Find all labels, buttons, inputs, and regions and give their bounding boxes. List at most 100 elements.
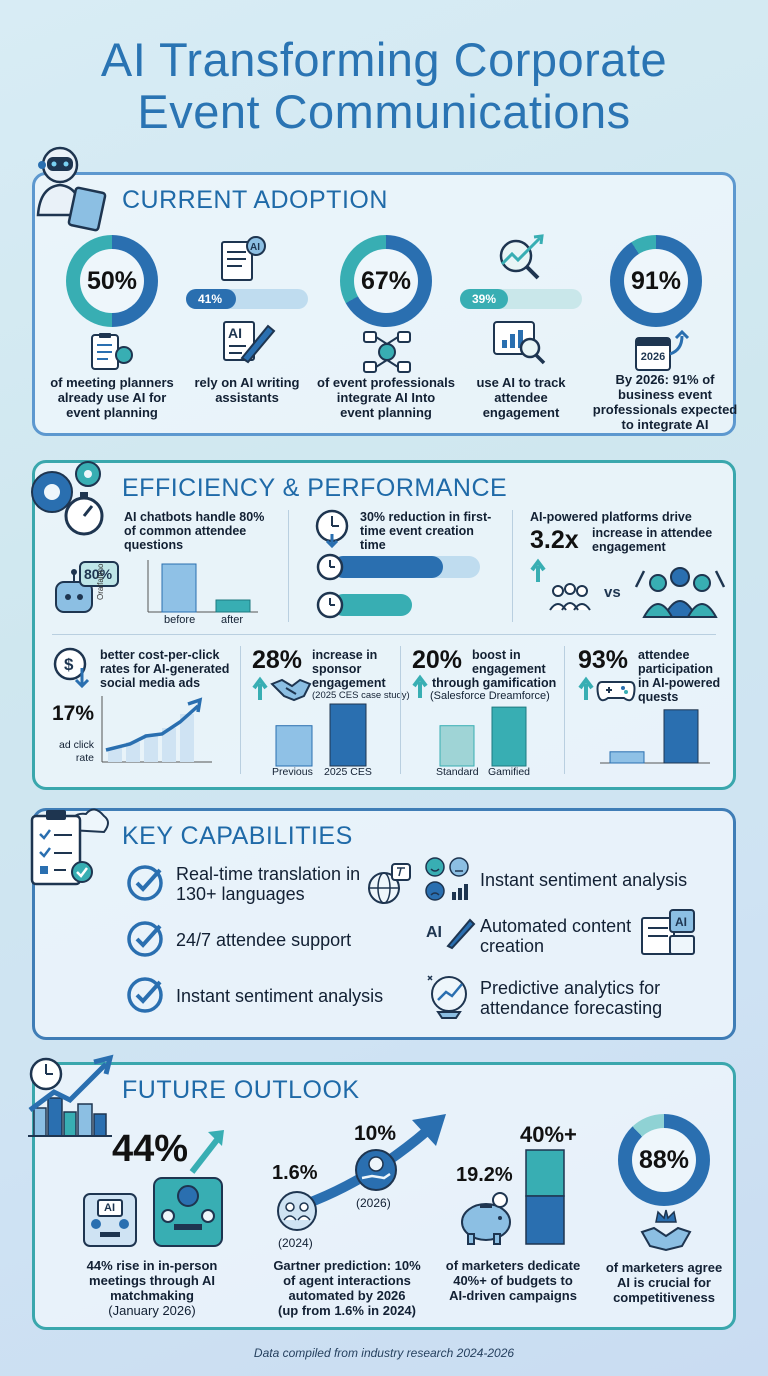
chatbot-bar-chart (147, 560, 258, 613)
cpc-axis-label: ad click rate (56, 739, 94, 765)
cpc-text: better cost-per-click rates for AI-gener… (100, 648, 240, 690)
gartner-start-year: (2024) (278, 1236, 313, 1250)
bar-2025-ces (329, 703, 367, 767)
sponsor-value: 28% (252, 646, 303, 674)
donut-88: 88% (618, 1114, 710, 1206)
caption-line: of marketers dedicate (445, 1258, 581, 1273)
donut-67: 67% (340, 235, 432, 327)
clipboard-gear-icon (91, 333, 133, 370)
quests-bar-chart (600, 709, 710, 764)
up-arrow-icon (252, 676, 268, 700)
handshake-icon (270, 678, 312, 702)
engagement-tracking-fill: 39% (460, 289, 508, 309)
divider (52, 634, 716, 635)
divider (564, 646, 565, 774)
clock-icon (316, 553, 344, 581)
text-line: of common attendee (124, 524, 247, 538)
caption-line: (up from 1.6% in 2024) (278, 1303, 416, 1318)
caption-line: matchmaking (110, 1288, 194, 1303)
coin-hand-icon (355, 1149, 397, 1191)
axis-line: ad click (58, 739, 94, 751)
caption-line: rely on AI writing (194, 375, 300, 390)
caption-line: of event professionals (317, 375, 455, 390)
budgets-value-high: 40%+ (520, 1122, 577, 1147)
sponsor-bar-chart (275, 703, 367, 767)
text-line: 30% reduction in first- (360, 510, 492, 524)
writing-assistant-value: 41% (198, 292, 223, 306)
future-heading: FUTURE OUTLOOK (122, 1076, 360, 1104)
small-group-icon (549, 583, 591, 611)
quests-value: 93% (578, 646, 629, 674)
engagement-line-1: AI-powered platforms drive (530, 510, 692, 524)
svg-text:AI: AI (250, 242, 260, 253)
donut-91: 91% (610, 235, 702, 327)
check-circle-icon (127, 977, 163, 1013)
text-line: increase in (312, 648, 378, 662)
adoption-stat-5-caption: By 2026: 91% of business event professio… (590, 372, 740, 432)
bar-standard (609, 751, 645, 764)
caption-line: integrate AI Into (336, 390, 436, 405)
creation-bar-2 (332, 594, 412, 616)
caption-line: already use AI for (57, 390, 167, 405)
title-line-1: AI Transforming Corporate (100, 33, 668, 86)
capability-sentiment-right: Instant sentiment analysis (480, 870, 688, 890)
gamification-note: (Salesforce Dreamforce) (430, 690, 550, 702)
cpc-trend-chart (101, 696, 212, 763)
text-line: Real-time translation in (176, 864, 361, 884)
caption-line: professionals expected (592, 402, 738, 417)
caption-line: of meeting planners (50, 375, 174, 390)
chatbot-axis-label: Oralfalimo (96, 563, 105, 600)
gamification-value: 20% (412, 646, 463, 674)
text-line: rates for AI-generated (100, 662, 230, 676)
checklist-cloud-icon (30, 808, 109, 886)
caption-line: (January 2026) (108, 1303, 196, 1318)
calendar-year: 2026 (640, 351, 666, 363)
caption-line: assistants (215, 390, 279, 405)
efficiency-heading: EFFICIENCY & PERFORMANCE (122, 474, 508, 502)
chatbot-icon (55, 561, 119, 613)
pen-icon (446, 918, 476, 950)
caption-line: event planning (66, 405, 158, 420)
page-title: AI Transforming Corporate Event Communic… (0, 34, 768, 138)
gartner-end-value: 10% (354, 1122, 397, 1145)
footer-source: Data compiled from industry research 202… (253, 1346, 515, 1360)
ai-meeting-icon (83, 1193, 137, 1247)
bar-ai-quests (663, 709, 699, 764)
caption-line: event planning (340, 405, 432, 420)
text-line: better cost-per-click (100, 648, 220, 662)
crystal-ball-icon (427, 975, 467, 1019)
ai-document-icon: AI (221, 236, 266, 281)
adoption-stat-3-value: 67% (360, 266, 412, 295)
caption-line: automated by 2026 (288, 1288, 406, 1303)
text-line: time event creation (360, 524, 474, 538)
gamification-label-standard: Standard (436, 766, 479, 778)
donut-50: 50% (66, 235, 158, 327)
divider (240, 646, 241, 774)
ai-documents-icon: AI (641, 909, 695, 955)
chatbots-text: AI chatbots handle 80% of common attende… (124, 510, 284, 552)
adoption-stat-5-value: 91% (630, 266, 682, 295)
adoption-stat-3-caption: of event professionals integrate AI Into… (312, 375, 460, 420)
caption-line: engagement (482, 405, 560, 420)
text-line: Predictive analytics for (480, 978, 661, 998)
clock-icon (316, 591, 344, 619)
creation-bar-1 (332, 556, 480, 578)
capability-translation: Real-time translation in 130+ languages (176, 864, 360, 904)
meetings-caption: 44% rise in in-person meetings through A… (70, 1258, 234, 1318)
dollar-down-icon: $ (53, 647, 90, 689)
cpc-value: 17% (52, 702, 95, 725)
svg-text:$: $ (64, 655, 74, 674)
caption-line: use AI to track (476, 375, 566, 390)
check-circle-icon (127, 921, 163, 957)
caption-line: to integrate AI (621, 417, 709, 432)
text-line: social media ads (100, 676, 201, 690)
caption-line: business event (618, 387, 712, 402)
text-line: creation (480, 936, 545, 956)
up-arrow-icon (530, 558, 546, 582)
caption-line: meetings through AI (89, 1273, 215, 1288)
text-line: engagement (312, 676, 386, 690)
piggy-bank-icon (461, 1192, 511, 1245)
adoption-stat-1-caption: of meeting planners already use AI for e… (44, 375, 180, 420)
divider (512, 510, 513, 622)
text-line: questions (124, 538, 184, 552)
